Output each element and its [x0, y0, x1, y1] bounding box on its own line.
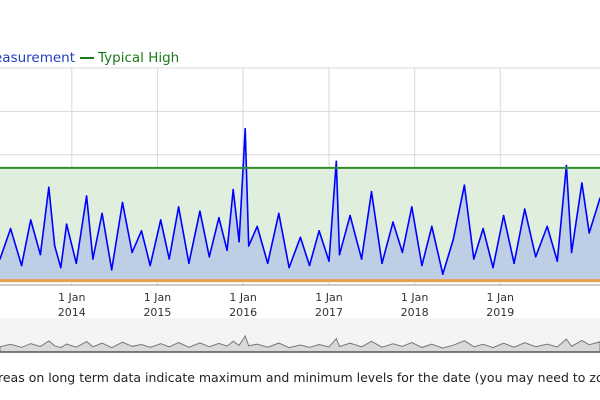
measurement-point: [238, 240, 240, 243]
measurement-point: [39, 253, 42, 256]
measurement-point: [48, 186, 50, 189]
measurement-point: [392, 221, 394, 223]
measurement-point: [370, 190, 373, 193]
measurement-point: [556, 260, 559, 262]
measurement-point: [101, 212, 103, 215]
measurement-point: [85, 195, 88, 197]
measurement-point: [299, 236, 302, 239]
measurement-point: [168, 258, 170, 260]
measurement-point: [288, 266, 290, 269]
measurement-point: [381, 262, 383, 265]
measurement-point: [581, 182, 583, 184]
measurement-point: [256, 225, 259, 228]
measurement-point: [92, 258, 94, 260]
measurement-point: [463, 184, 466, 186]
measurement-point: [442, 273, 444, 275]
chart[interactable]: 1 Jan 2014 1 Jan 2015 1 Jan 2016 1 Jan 2017 1 Ja…: [0, 0, 600, 365]
legend-typical-high-label: Typical High: [98, 50, 180, 66]
footnote: reas on long term data indicate maximum …: [0, 370, 600, 385]
typical-high-swatch: [80, 57, 94, 59]
measurement-point: [401, 251, 404, 254]
measurement-point: [546, 225, 548, 228]
measurement-point: [226, 249, 228, 252]
measurement-point: [452, 238, 455, 241]
measurement-point: [338, 253, 341, 256]
x-tick-label-year: 2017: [315, 306, 343, 319]
x-tick-label-year: 2015: [143, 306, 171, 319]
x-tick-label-year: 2016: [229, 306, 257, 319]
x-tick-label-day: 1 Jan: [58, 291, 85, 304]
measurement-point: [159, 219, 162, 221]
measurement-point: [335, 160, 338, 163]
measurement-point: [411, 206, 413, 208]
measurement-point: [247, 245, 250, 247]
x-tick-label-day: 1 Jan: [229, 291, 256, 304]
x-tick-label-day: 1 Jan: [315, 291, 342, 304]
measurement-point: [266, 262, 269, 265]
measurement-point: [121, 201, 124, 204]
x-tick-label-year: 2018: [401, 306, 429, 319]
measurement-point: [492, 266, 494, 269]
x-tick-label-year: 2014: [58, 306, 86, 319]
measurement-point: [588, 232, 590, 234]
measurement-point: [65, 223, 68, 225]
measurement-point: [431, 225, 433, 228]
measurement-point: [131, 251, 133, 254]
measurement-point: [0, 258, 1, 260]
measurement-point: [60, 266, 62, 269]
measurement-point: [188, 262, 190, 265]
measurement-point: [75, 262, 78, 265]
measurement-point: [110, 269, 113, 271]
measurement-point: [482, 227, 484, 230]
measurement-point: [149, 264, 151, 267]
measurement-point: [502, 214, 505, 217]
measurement-point: [570, 251, 573, 254]
measurement-point: [177, 206, 180, 208]
measurement-point: [9, 227, 12, 230]
measurement-point: [232, 188, 234, 191]
measurement-point: [53, 245, 56, 247]
x-tick-label-year: 2019: [486, 306, 514, 319]
measurement-point: [473, 258, 475, 260]
legend: easurement Typical High: [0, 50, 600, 68]
navigator-series: [0, 334, 600, 353]
measurement-point: [318, 230, 320, 232]
measurement-point: [20, 264, 23, 267]
measurement-point: [308, 264, 311, 267]
measurement-series-line: [0, 128, 600, 275]
measurement-point: [360, 258, 363, 260]
measurement-point: [513, 262, 515, 265]
measurement-point: [534, 255, 537, 258]
legend-typical-high[interactable]: Typical High: [80, 50, 179, 66]
measurement-point: [29, 219, 32, 221]
measurement-point: [523, 208, 526, 210]
x-tick-label-day: 1 Jan: [401, 291, 428, 304]
measurement-point: [328, 260, 330, 262]
legend-measurement[interactable]: easurement: [0, 50, 76, 66]
measurement-point: [565, 164, 568, 167]
measurement-point: [140, 230, 143, 232]
measurement-point: [349, 214, 351, 217]
measurement-point: [278, 212, 280, 215]
measurement-point: [208, 255, 211, 258]
x-tick-label-day: 1 Jan: [487, 291, 514, 304]
measurement-point: [199, 210, 201, 212]
measurement-point: [421, 264, 423, 267]
measurement-point: [244, 128, 246, 130]
measurement-point: [218, 216, 220, 219]
x-tick-label-day: 1 Jan: [144, 291, 171, 304]
